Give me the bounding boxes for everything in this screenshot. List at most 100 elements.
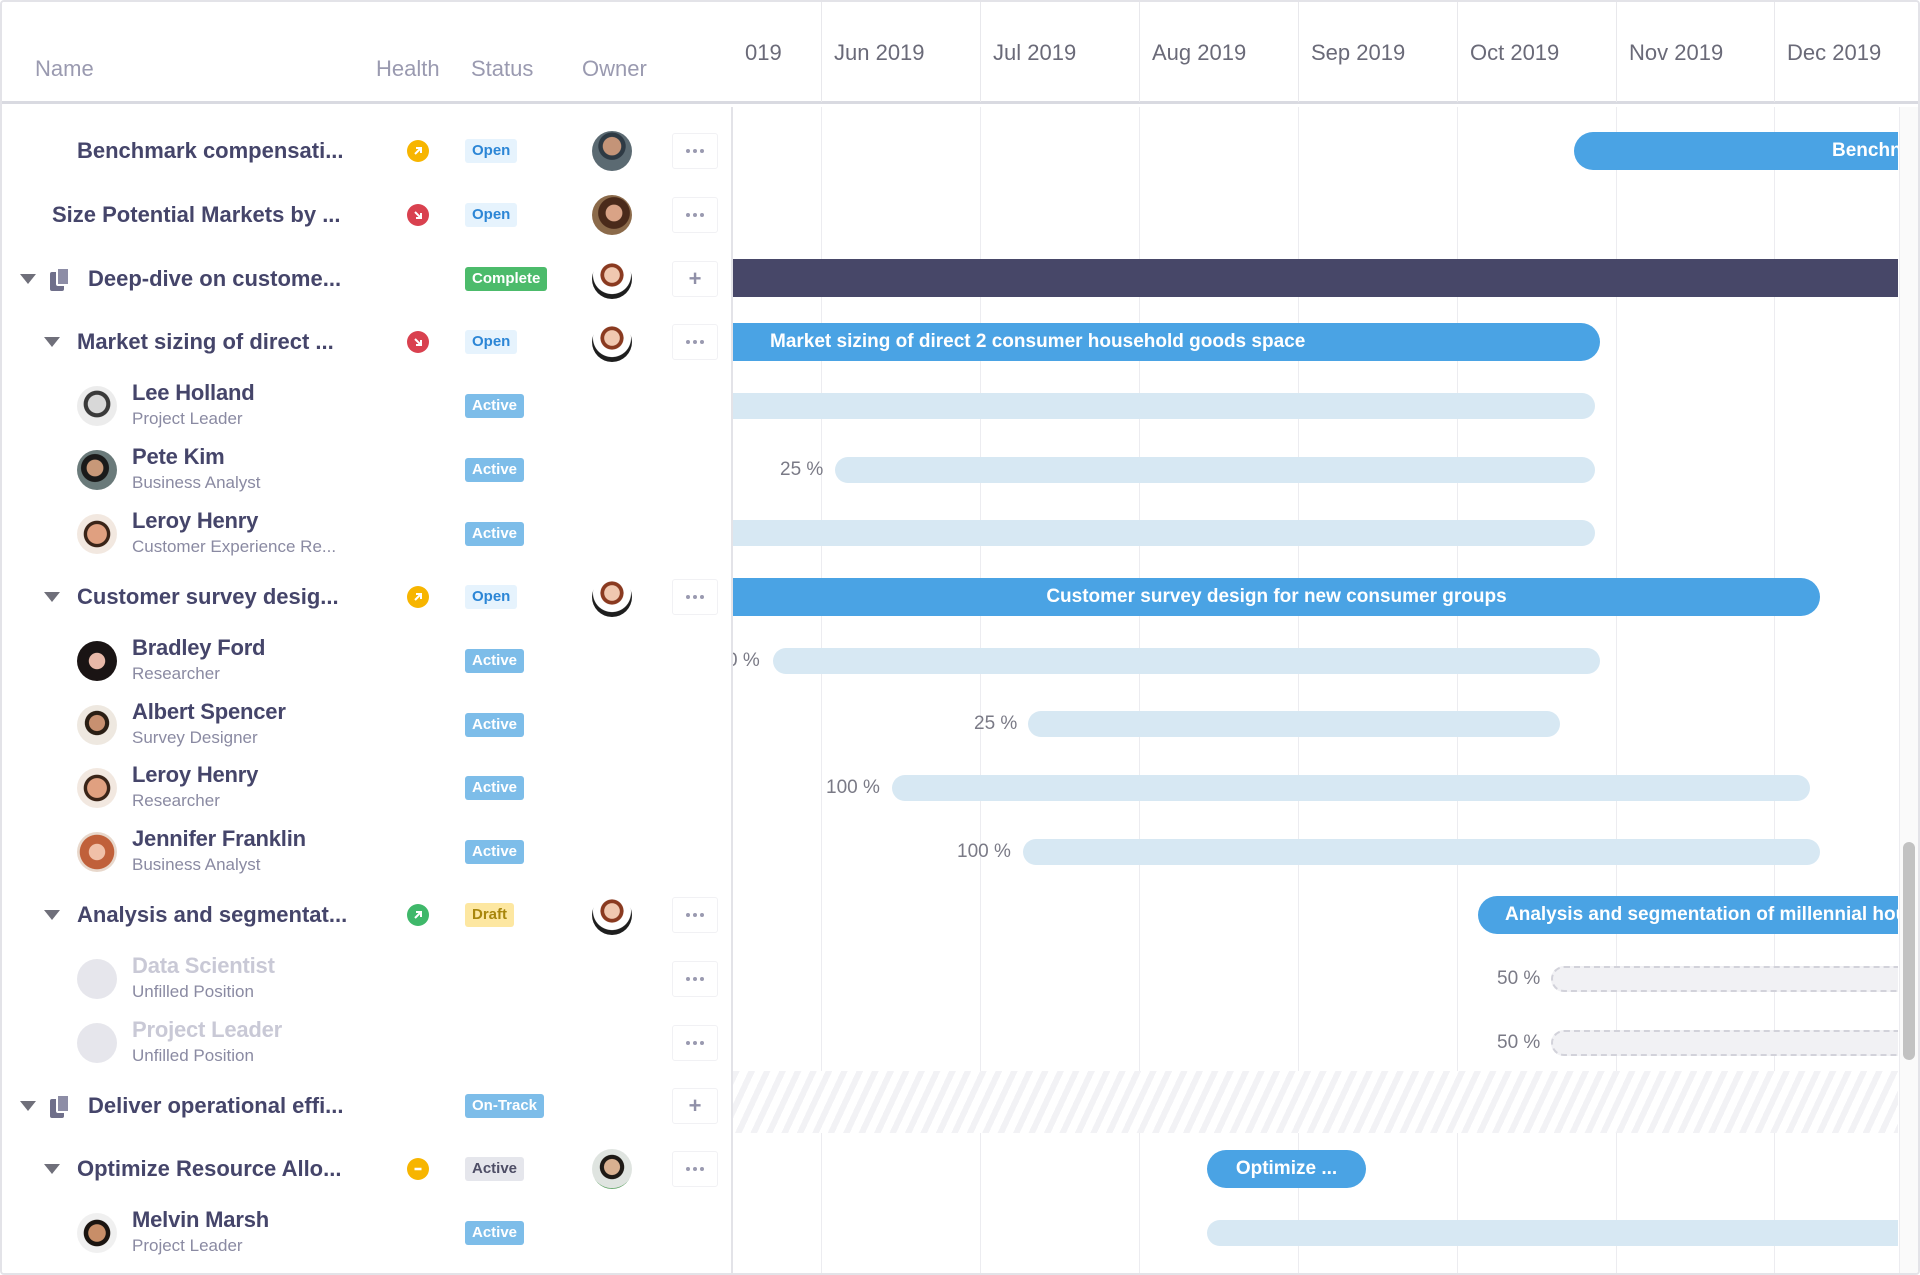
owner-avatar[interactable] <box>592 259 632 299</box>
gantt-bar-assignment[interactable] <box>773 648 1600 674</box>
gantt-bar-assignment[interactable] <box>733 520 1595 546</box>
resource-row[interactable]: Leroy Henry Researcher Active <box>2 756 733 820</box>
status-badge[interactable]: Active <box>465 458 525 482</box>
status-badge[interactable]: Open <box>465 330 518 354</box>
status-badge[interactable]: On-Track <box>465 1094 545 1118</box>
project-row[interactable]: Deep-dive on custome... Complete + <box>2 247 733 311</box>
task-name[interactable]: Market sizing of direct ... <box>77 329 334 354</box>
status-badge[interactable]: Active <box>465 649 525 673</box>
resource-name[interactable]: Leroy Henry <box>132 762 259 787</box>
status-badge[interactable]: Active <box>465 394 525 418</box>
resource-row[interactable]: Jennifer Franklin Business Analyst Activ… <box>2 820 733 884</box>
gantt-bar-task[interactable]: Optimize ... <box>1207 1150 1366 1188</box>
status-badge[interactable]: Active <box>465 776 525 800</box>
status-badge[interactable]: Active <box>465 1221 525 1245</box>
collapse-caret-icon[interactable] <box>44 910 60 920</box>
gantt-bar-unfilled[interactable] <box>1551 1030 1898 1056</box>
gantt-bar-task[interactable]: Benchn <box>1574 132 1898 170</box>
task-name[interactable]: Size Potential Markets by ... <box>52 202 341 227</box>
more-options-button[interactable] <box>672 197 718 233</box>
more-options-button[interactable] <box>672 324 718 360</box>
column-header-owner[interactable]: Owner <box>582 56 647 81</box>
more-options-button[interactable] <box>672 961 718 997</box>
column-header-status[interactable]: Status <box>471 56 534 81</box>
task-name[interactable]: Benchmark compensati... <box>77 138 344 163</box>
gantt-bar-unfilled[interactable] <box>1551 966 1898 992</box>
gantt-bar-assignment[interactable] <box>892 775 1810 801</box>
more-options-button[interactable] <box>672 579 718 615</box>
add-button[interactable]: + <box>672 261 718 297</box>
owner-avatar[interactable] <box>592 1149 632 1189</box>
vertical-scrollbar[interactable] <box>1899 107 1918 1273</box>
task-row[interactable]: Market sizing of direct ... Open <box>2 310 733 374</box>
status-badge[interactable]: Draft <box>465 903 515 927</box>
position-name[interactable]: Project Leader <box>132 1017 283 1042</box>
gantt-bar-task[interactable]: Analysis and segmentation of millennial … <box>1478 896 1898 934</box>
status-badge[interactable]: Active <box>465 840 525 864</box>
owner-avatar[interactable] <box>592 322 632 362</box>
resource-row[interactable]: Lee Holland Project Leader Active <box>2 374 733 438</box>
project-name[interactable]: Deliver operational effi... <box>88 1093 344 1118</box>
resource-row[interactable]: Melvin Marsh Project Leader Active <box>2 1201 733 1265</box>
resource-name[interactable]: Leroy Henry <box>132 508 259 533</box>
owner-avatar[interactable] <box>592 577 632 617</box>
gantt-bar-project[interactable] <box>733 259 1898 297</box>
status-badge[interactable]: Active <box>465 713 525 737</box>
task-row[interactable]: Size Potential Markets by ... Open <box>2 183 733 247</box>
project-row[interactable]: Deliver operational effi... On-Track + <box>2 1074 733 1138</box>
owner-avatar[interactable] <box>592 131 632 171</box>
unfilled-position-row[interactable]: Project Leader Unfilled Position <box>2 1011 733 1075</box>
gantt-bar-assignment[interactable] <box>1028 711 1560 737</box>
status-badge[interactable]: Complete <box>465 267 548 291</box>
owner-avatar[interactable] <box>592 895 632 935</box>
resource-row[interactable]: Bradley Ford Researcher Active <box>2 629 733 693</box>
task-row[interactable]: Optimize Resource Allo... Active <box>2 1137 733 1201</box>
resource-name[interactable]: Pete Kim <box>132 444 225 469</box>
more-options-button[interactable] <box>672 1025 718 1061</box>
health-up-right-icon <box>407 586 429 608</box>
gantt-bar-assignment[interactable] <box>1207 1220 1898 1246</box>
position-name[interactable]: Data Scientist <box>132 953 275 978</box>
task-name[interactable]: Analysis and segmentat... <box>77 902 348 927</box>
gantt-bar-assignment[interactable] <box>733 393 1595 419</box>
collapse-caret-icon[interactable] <box>44 592 60 602</box>
status-badge[interactable]: Open <box>465 585 518 609</box>
collapse-caret-icon[interactable] <box>44 1164 60 1174</box>
gantt-bar-task[interactable]: Market sizing of direct 2 consumer house… <box>733 323 1600 361</box>
progress-label: 100 % <box>957 841 1011 862</box>
status-badge[interactable]: Open <box>465 203 518 227</box>
gantt-bar-task[interactable]: Customer survey design for new consumer … <box>733 578 1820 616</box>
resource-row[interactable]: Pete Kim Business Analyst Active <box>2 438 733 502</box>
collapse-caret-icon[interactable] <box>44 337 60 347</box>
project-name[interactable]: Deep-dive on custome... <box>88 266 342 291</box>
status-badge[interactable]: Active <box>465 522 525 546</box>
resource-name[interactable]: Jennifer Franklin <box>132 826 306 851</box>
task-row[interactable]: Analysis and segmentat... Draft <box>2 883 733 947</box>
collapse-caret-icon[interactable] <box>20 274 36 284</box>
task-row[interactable]: Benchmark compensati... Open <box>2 119 733 183</box>
collapse-caret-icon[interactable] <box>20 1101 36 1111</box>
status-badge[interactable]: Open <box>465 139 518 163</box>
more-options-button[interactable] <box>672 133 718 169</box>
scrollbar-thumb[interactable] <box>1903 842 1915 1060</box>
task-row[interactable]: Customer survey desig... Open <box>2 565 733 629</box>
owner-avatar[interactable] <box>592 195 632 235</box>
resource-row[interactable]: Leroy Henry Customer Experience Re... Ac… <box>2 502 733 566</box>
resource-name[interactable]: Melvin Marsh <box>132 1207 269 1232</box>
more-options-button[interactable] <box>672 897 718 933</box>
resource-name[interactable]: Albert Spencer <box>132 699 286 724</box>
resource-name[interactable]: Lee Holland <box>132 380 255 405</box>
resource-row[interactable]: Albert Spencer Survey Designer Active <box>2 693 733 757</box>
gantt-bar-assignment[interactable] <box>835 457 1595 483</box>
column-header-name[interactable]: Name <box>35 56 94 81</box>
status-badge[interactable]: Active <box>465 1157 525 1181</box>
health-down-right-icon <box>407 204 429 226</box>
gantt-bar-assignment[interactable] <box>1023 839 1820 865</box>
resource-name[interactable]: Bradley Ford <box>132 635 266 660</box>
column-header-health[interactable]: Health <box>376 56 440 81</box>
task-name[interactable]: Customer survey desig... <box>77 584 339 609</box>
task-name[interactable]: Optimize Resource Allo... <box>77 1156 342 1181</box>
add-button[interactable]: + <box>672 1088 718 1124</box>
more-options-button[interactable] <box>672 1151 718 1187</box>
unfilled-position-row[interactable]: Data Scientist Unfilled Position <box>2 947 733 1011</box>
